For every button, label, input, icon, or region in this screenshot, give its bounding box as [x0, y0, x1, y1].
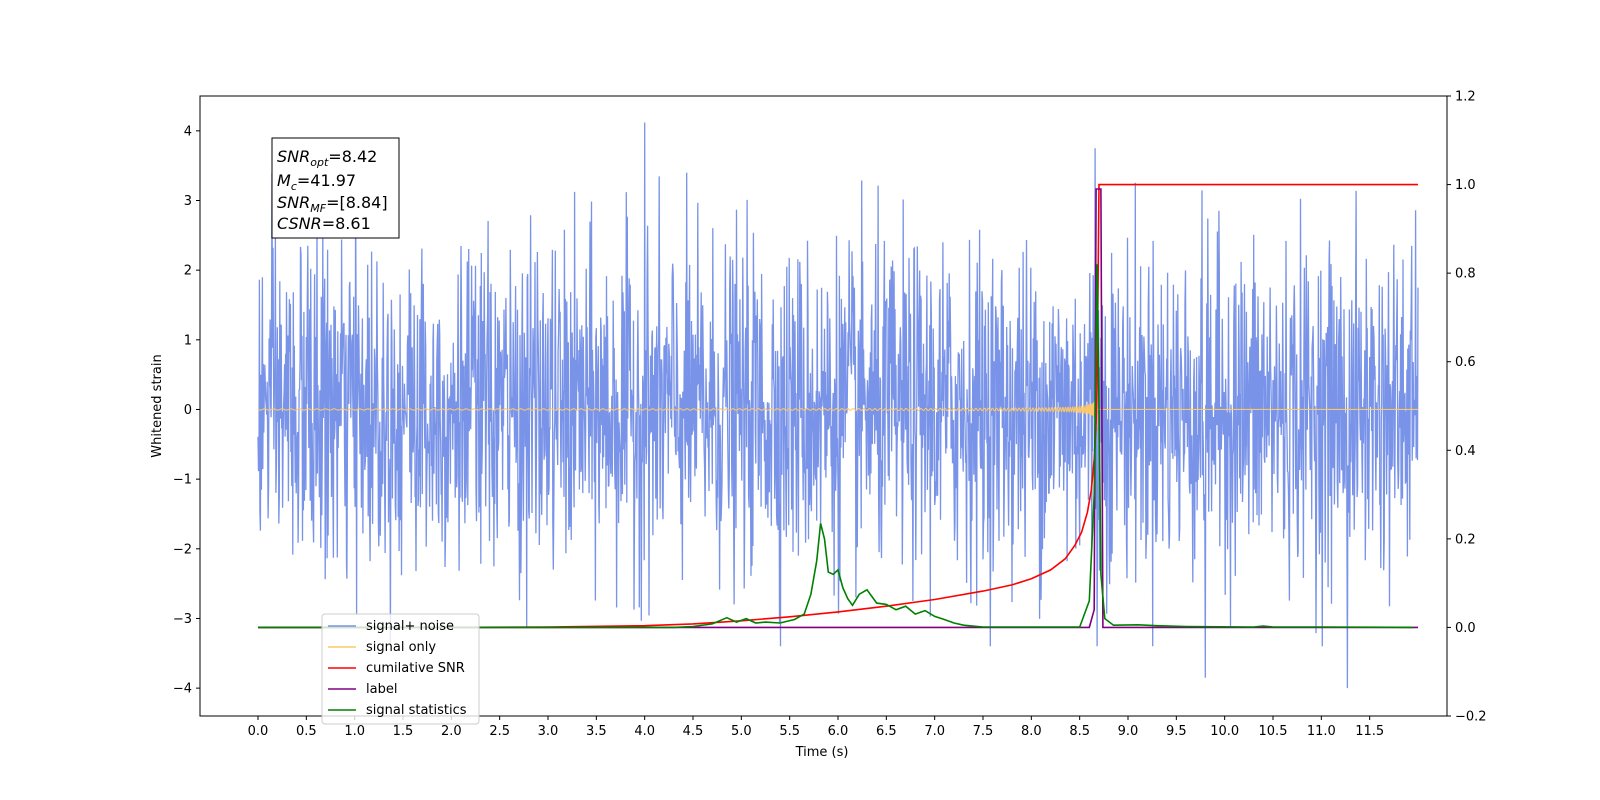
y-tick-label: 0: [184, 403, 192, 418]
y-tick-label: 4: [184, 124, 192, 139]
plot-frame: [199, 95, 1448, 717]
x-tick-label: 8.0: [1021, 724, 1042, 739]
x-tick-label: 1.0: [344, 724, 365, 739]
legend-frame: [321, 613, 480, 725]
series-signal-statistics: [258, 264, 1414, 629]
x-tick-label: 3.5: [586, 724, 607, 739]
series-signal-only: [257, 382, 1418, 427]
x-tick-label: 10.0: [1210, 724, 1239, 739]
x-tick-label: 4.0: [634, 724, 655, 739]
y2-tick-label: 0.0: [1455, 621, 1476, 636]
y2-tick-label: −0.2: [1455, 710, 1487, 725]
y-tick-label: −4: [173, 682, 192, 697]
series-label: [258, 188, 1418, 629]
annotation-line-mc: Mc=41.97: [277, 171, 356, 193]
y-tick-label: 2: [184, 264, 192, 279]
x-tick-label: 4.5: [683, 724, 704, 739]
annotation-line-snr-mf: SNRMF=[8.84]: [277, 193, 388, 215]
x-axis-label: Time (s): [795, 745, 849, 760]
y2-tick-label: 0.4: [1455, 444, 1476, 459]
legend: signal+ noise signal only cumilative SNR…: [321, 613, 480, 725]
y2-tick-label: 1.0: [1455, 178, 1476, 193]
y2-tick-label: 0.2: [1455, 532, 1476, 547]
x-tick-label: 2.0: [441, 724, 462, 739]
x-tick-label: 2.5: [489, 724, 510, 739]
y-tick-label: −2: [173, 542, 192, 557]
annotation-line-csnr: CSNR=8.61: [277, 214, 371, 233]
x-tick-label: 8.5: [1069, 724, 1090, 739]
legend-label-signal-noise: signal+ noise: [366, 619, 454, 634]
x-tick-label: 6.0: [828, 724, 849, 739]
x-tick-label: 1.5: [393, 724, 414, 739]
legend-label-signal-only: signal only: [366, 640, 436, 655]
series-signal-noise: [257, 122, 1419, 689]
x-tick-label: 3.0: [538, 724, 559, 739]
legend-label-cumulative-snr: cumilative SNR: [366, 661, 465, 676]
x-tick-label: 7.5: [973, 724, 994, 739]
y2-tick-label: 1.2: [1455, 90, 1476, 105]
x-tick-label: 0.5: [296, 724, 317, 739]
y2-tick-label: 0.8: [1455, 267, 1476, 282]
x-tick-label: 9.0: [1118, 724, 1139, 739]
y2-tick-label: 0.6: [1455, 355, 1476, 370]
x-tick-label: 0.0: [248, 724, 269, 739]
x-tick-label: 5.5: [779, 724, 800, 739]
y-tick-label: 1: [184, 333, 192, 348]
y-tick-label: 3: [184, 194, 192, 209]
x-tick-label: 7.0: [924, 724, 945, 739]
annotation-line-snr-opt: SNRopt=8.42: [277, 147, 377, 169]
x-tick-label: 9.5: [1166, 724, 1187, 739]
y-tick-label: −3: [173, 612, 192, 627]
x-tick-label: 11.5: [1355, 724, 1384, 739]
legend-label-signal-statistics: signal statistics: [366, 703, 467, 718]
x-tick-label: 11.0: [1307, 724, 1336, 739]
legend-label-label: label: [366, 682, 397, 697]
x-tick-label: 10.5: [1259, 724, 1288, 739]
annotation-box: SNRopt=8.42 Mc=41.97 SNRMF=[8.84] CSNR=8…: [271, 137, 400, 239]
x-tick-label: 6.5: [876, 724, 897, 739]
x-tick-label: 5.0: [731, 724, 752, 739]
y-tick-label: −1: [173, 473, 192, 488]
y-axis-label: Whitened strain: [150, 354, 165, 457]
